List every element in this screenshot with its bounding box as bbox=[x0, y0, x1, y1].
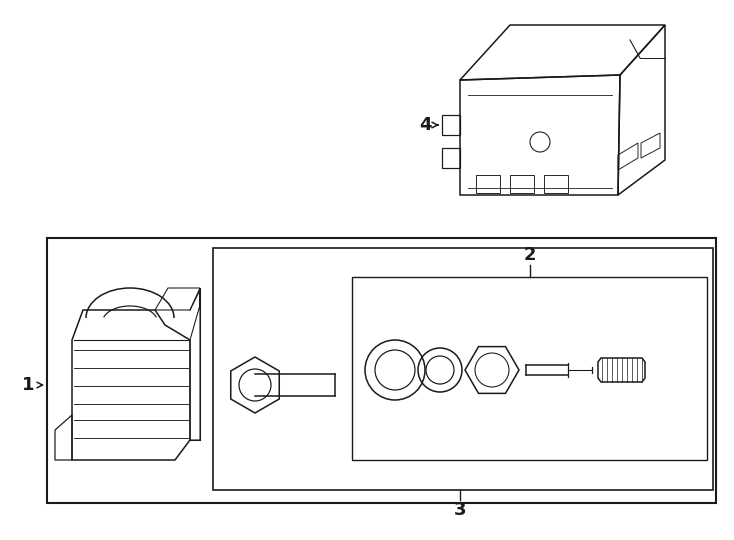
Bar bbox=[47, 238, 716, 503]
Bar bbox=[352, 277, 707, 460]
Text: 4: 4 bbox=[419, 116, 432, 134]
Text: 1: 1 bbox=[22, 376, 34, 394]
Text: 2: 2 bbox=[524, 246, 537, 264]
Bar bbox=[213, 248, 713, 490]
Text: 3: 3 bbox=[454, 501, 466, 519]
